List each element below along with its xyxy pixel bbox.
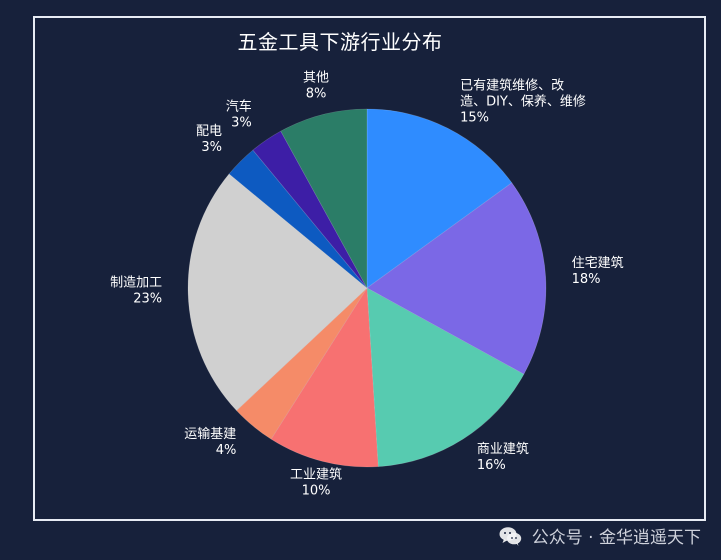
pie-slice-category-4-1: 工业建筑 bbox=[290, 467, 342, 483]
watermark: 公众号 · 金华逍遥天下 bbox=[498, 523, 701, 548]
pie-slice-category-6-1: 制造加工 bbox=[110, 275, 162, 290]
pie-slice-label-4: 工业建筑 10% bbox=[290, 467, 342, 499]
pie-slice-percent-2: 18% bbox=[572, 272, 601, 287]
pie-slice-9 bbox=[280, 108, 368, 289]
chart-title: 五金工具下游行业分布 bbox=[237, 30, 443, 54]
pie-slice-label-2: 住宅建筑 18% bbox=[572, 255, 624, 287]
pie-slice-percent-9: 8% bbox=[306, 86, 327, 101]
pie-slice-category-7-1: 配电 bbox=[196, 124, 222, 139]
pie-slice-category-2-1: 住宅建筑 bbox=[572, 255, 624, 271]
chart-frame bbox=[33, 16, 706, 521]
pie-slice-percent-8: 3% bbox=[231, 115, 252, 130]
pie-slice-4 bbox=[270, 287, 379, 468]
pie-slice-category-1-2: 造、DIY、保养、维修 bbox=[460, 93, 586, 109]
pie-labels-group: 已有建筑维修、改造、DIY、保养、维修 15% 住宅建筑 18% 商业建筑 16% 工业建筑… bbox=[110, 70, 624, 498]
pie-slice-percent-6: 23% bbox=[133, 291, 162, 306]
wechat-icon bbox=[499, 526, 521, 546]
pie-slice-label-1: 已有建筑维修、改造、DIY、保养、维修 15% bbox=[460, 77, 586, 125]
pie-slice-label-6: 制造加工 23% bbox=[110, 275, 162, 306]
pie-slice-category-5-1: 运输基建 bbox=[184, 426, 236, 442]
pie-slice-5 bbox=[236, 287, 368, 440]
pie-slice-label-3: 商业建筑 16% bbox=[477, 441, 529, 473]
pie-slice-percent-1: 15% bbox=[460, 110, 489, 125]
pie-slice-category-3-1: 商业建筑 bbox=[477, 441, 529, 457]
pie-slice-label-9: 其他 8% bbox=[303, 70, 329, 101]
pie-slice-percent-3: 16% bbox=[477, 458, 506, 473]
pie-slice-category-8-1: 汽车 bbox=[226, 98, 252, 114]
pie-slice-category-1-1: 已有建筑维修、改 bbox=[460, 77, 564, 93]
pie-slice-2 bbox=[366, 182, 547, 375]
pie-slice-7 bbox=[228, 149, 368, 289]
pie-slice-1 bbox=[366, 108, 513, 289]
pie-slice-8 bbox=[252, 130, 368, 289]
pie-slice-category-9-1: 其他 bbox=[303, 70, 329, 85]
pie-slice-percent-4: 10% bbox=[302, 484, 331, 499]
watermark-text: 公众号 · 金华逍遥天下 bbox=[531, 528, 701, 548]
pie-slice-percent-5: 4% bbox=[216, 443, 237, 458]
pie-slice-label-7: 配电 3% bbox=[196, 124, 222, 155]
pie-slice-3 bbox=[366, 287, 525, 467]
pie-slice-6 bbox=[187, 173, 368, 411]
pie-slices-group bbox=[187, 108, 547, 468]
pie-slice-label-5: 运输基建 4% bbox=[184, 426, 236, 458]
pie-slice-label-8: 汽车 3% bbox=[226, 98, 252, 130]
pie-slice-percent-7: 3% bbox=[201, 140, 222, 155]
